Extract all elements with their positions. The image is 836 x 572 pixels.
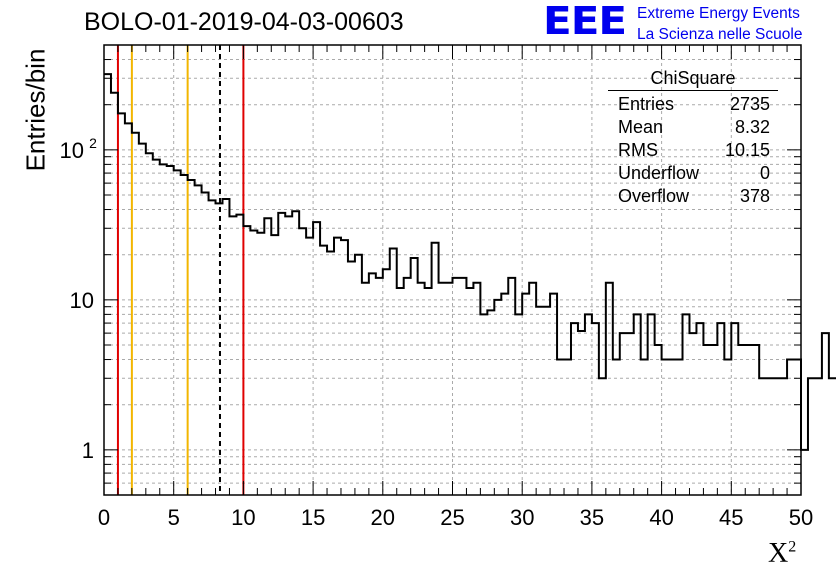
stats-row-overflow: Overflow 378 bbox=[608, 185, 778, 208]
x-tick-label: 10 bbox=[231, 505, 255, 530]
logo-line-2: La Scienza nelle Scuole bbox=[637, 26, 803, 43]
x-tick-label: 45 bbox=[719, 505, 743, 530]
stats-row-entries: Entries 2735 bbox=[608, 93, 778, 116]
stats-title: ChiSquare bbox=[608, 66, 778, 91]
x-tick-label: 15 bbox=[301, 505, 325, 530]
stats-value: 2735 bbox=[729, 94, 770, 114]
y-axis-title: Entries/bin bbox=[20, 48, 51, 172]
x-tick-label: 40 bbox=[649, 505, 673, 530]
x-axis-title: Χ2 bbox=[768, 538, 797, 569]
stats-label: RMS bbox=[618, 140, 658, 160]
stats-value: 0 bbox=[759, 163, 770, 183]
stats-value: 8.32 bbox=[734, 117, 770, 137]
y-tick-label: 1 bbox=[82, 438, 94, 463]
stats-row-underflow: Underflow 0 bbox=[608, 162, 778, 185]
x-tick-label: 30 bbox=[510, 505, 534, 530]
stats-box: ChiSquare Entries 2735 Mean 8.32 RMS 10.… bbox=[608, 66, 778, 208]
x-tick-label: 25 bbox=[440, 505, 464, 530]
stats-row-rms: RMS 10.15 bbox=[608, 139, 778, 162]
x-tick-label: 5 bbox=[168, 505, 180, 530]
chart-title: BOLO-01-2019-04-03-00603 bbox=[84, 8, 404, 36]
stats-value: 10.15 bbox=[724, 140, 770, 160]
eee-logo: EEE bbox=[543, 0, 627, 44]
stats-label: Underflow bbox=[618, 163, 700, 183]
y-tick-label-exponent: 2 bbox=[89, 135, 97, 151]
stats-label: Overflow bbox=[618, 186, 690, 206]
x-tick-label: 50 bbox=[789, 505, 813, 530]
x-tick-label: 0 bbox=[98, 505, 110, 530]
stats-row-mean: Mean 8.32 bbox=[608, 116, 778, 139]
x-tick-label: 20 bbox=[371, 505, 395, 530]
stats-value: 378 bbox=[739, 186, 770, 206]
y-tick-label: 10 bbox=[70, 288, 94, 313]
stats-label: Mean bbox=[618, 117, 664, 137]
stats-label: Entries bbox=[618, 94, 675, 114]
reference-lines bbox=[116, 45, 245, 495]
logo-line-1: Extreme Energy Events bbox=[637, 5, 800, 22]
tick-labels: 0 5 10 15 20 25 30 35 40 45 50 1 10 10 2 bbox=[60, 135, 814, 530]
axis-ticks bbox=[103, 44, 802, 496]
histogram-step-line bbox=[104, 73, 836, 451]
x-tick-label: 35 bbox=[580, 505, 604, 530]
y-tick-label: 10 bbox=[60, 138, 84, 163]
